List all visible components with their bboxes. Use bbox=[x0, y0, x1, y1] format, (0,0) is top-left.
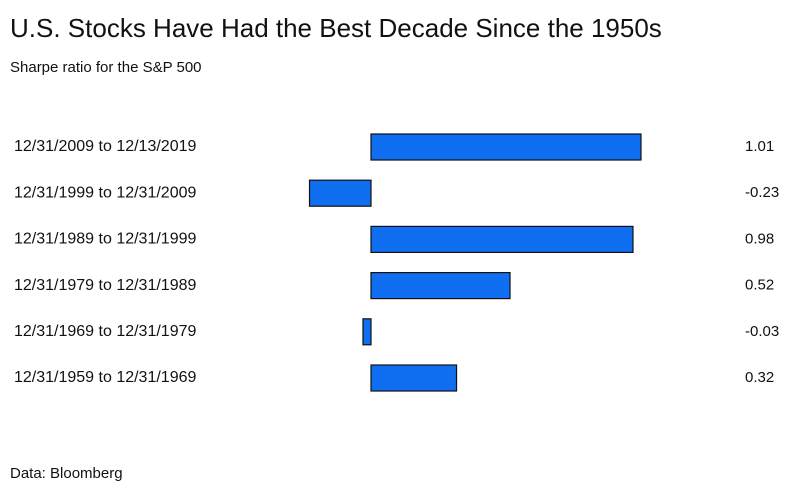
category-label: 12/31/1989 to 12/31/1999 bbox=[14, 231, 196, 248]
category-label: 12/31/1969 to 12/31/1979 bbox=[14, 323, 196, 340]
category-label: 12/31/1979 to 12/31/1989 bbox=[14, 277, 196, 294]
value-label: 0.32 bbox=[745, 369, 774, 386]
bar bbox=[370, 364, 458, 392]
bar bbox=[370, 225, 634, 253]
value-label: -0.23 bbox=[745, 184, 779, 201]
category-label: 12/31/1999 to 12/31/2009 bbox=[14, 184, 196, 201]
value-label: 0.98 bbox=[745, 230, 774, 247]
category-label: 12/31/1959 to 12/31/1969 bbox=[14, 369, 196, 386]
category-label: 12/31/2009 to 12/13/2019 bbox=[14, 138, 196, 155]
chart-title: U.S. Stocks Have Had the Best Decade Sin… bbox=[10, 13, 662, 43]
bar bbox=[362, 318, 372, 346]
chart-subtitle: Sharpe ratio for the S&P 500 bbox=[10, 59, 202, 76]
value-label: -0.03 bbox=[745, 323, 779, 340]
value-label: 0.52 bbox=[745, 277, 774, 294]
bar bbox=[308, 179, 372, 207]
source: Data: Bloomberg bbox=[10, 465, 123, 482]
bar bbox=[370, 272, 511, 300]
value-label: 1.01 bbox=[745, 138, 774, 155]
bar bbox=[370, 133, 642, 161]
